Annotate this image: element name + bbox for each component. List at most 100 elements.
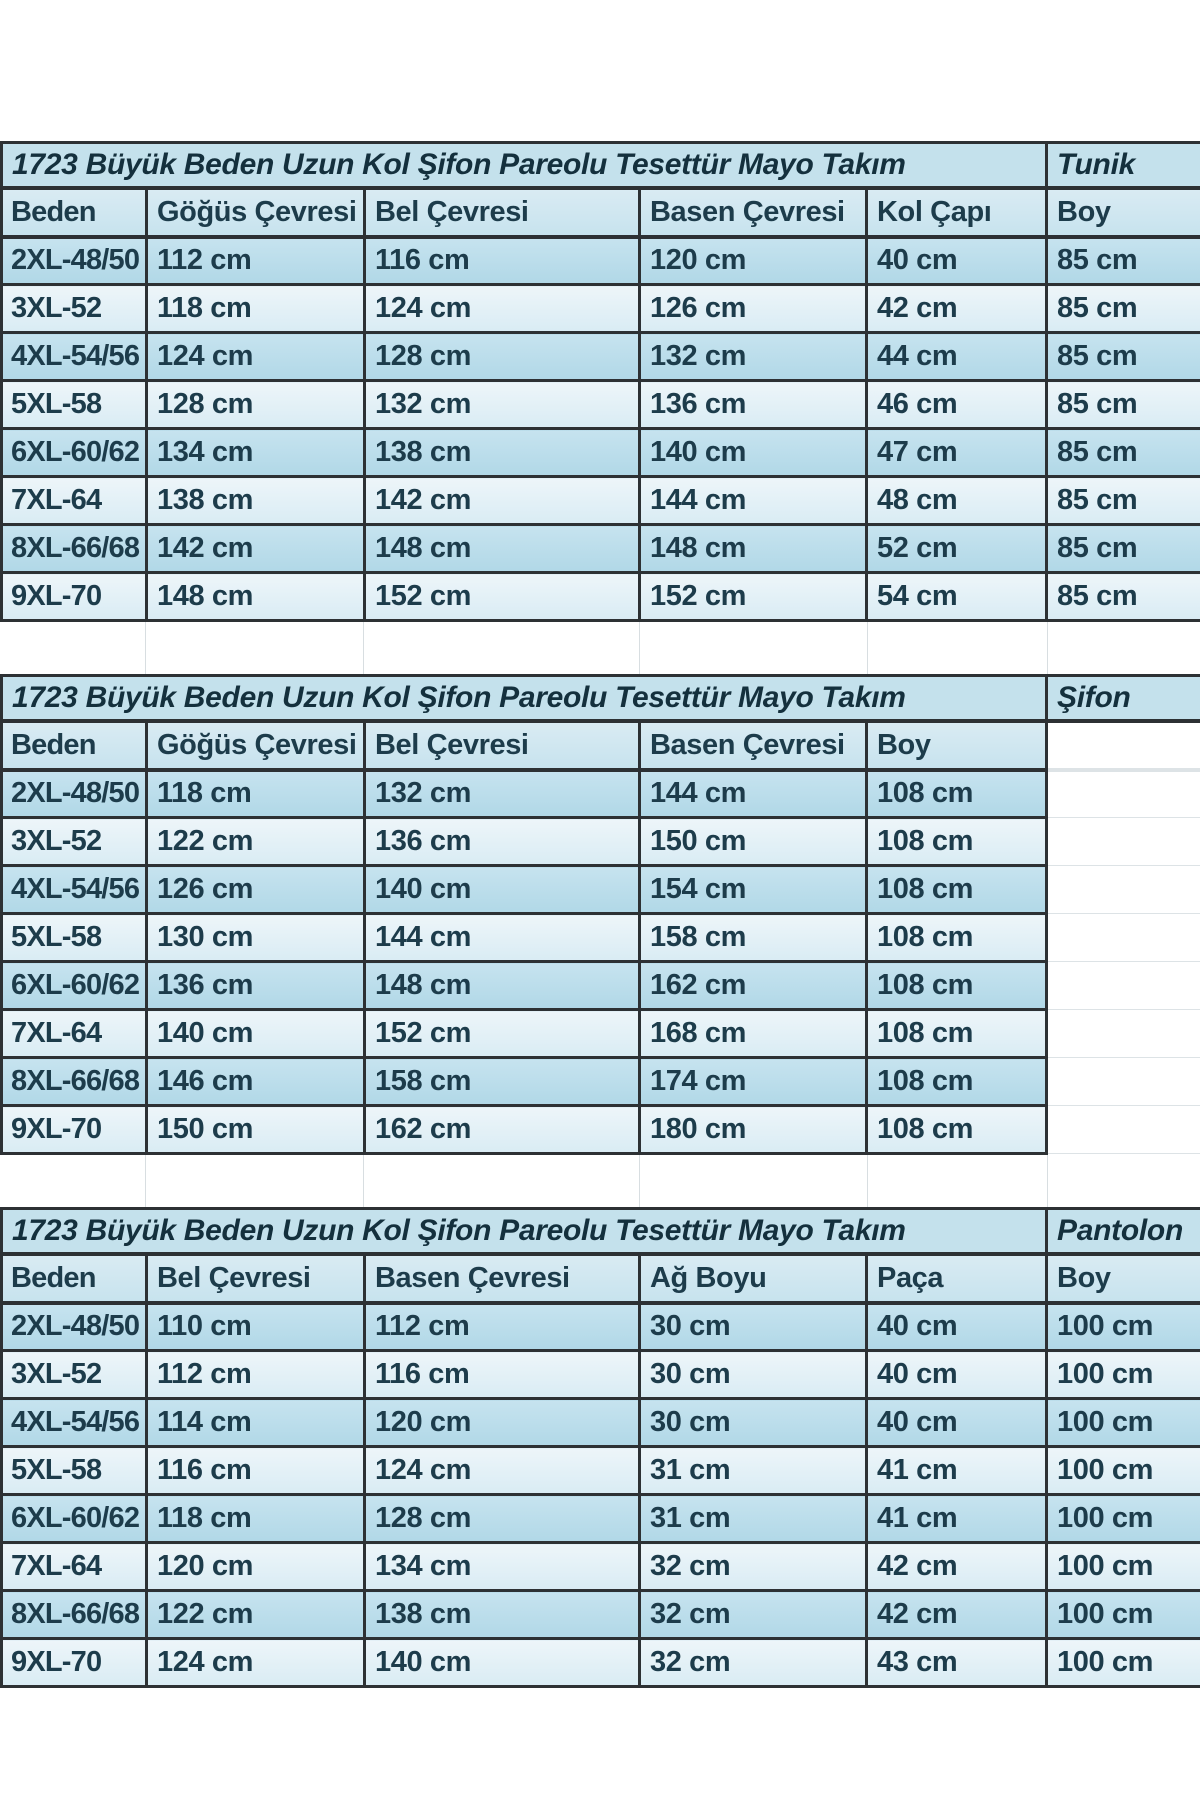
size-cell: 6XL-60/62: [0, 427, 148, 478]
empty-cell: [1045, 865, 1200, 914]
size-cell: 108 cm: [864, 1008, 1049, 1059]
table-row: 5XL-58 128 cm 132 cm 136 cm 46 cm 85 cm: [0, 379, 1200, 430]
table-header-row: Beden Göğüs Çevresi Bel Çevresi Basen Çe…: [0, 186, 1200, 239]
size-cell: 180 cm: [638, 1104, 868, 1155]
table-row: 2XL-48/50 118 cm 132 cm 144 cm 108 cm: [0, 768, 1200, 819]
size-cell: 118 cm: [145, 768, 366, 819]
column-header: Kol Çapı: [864, 186, 1049, 239]
size-cell: 124 cm: [363, 1445, 641, 1496]
piece-label-sifon: Şifon: [1045, 674, 1200, 723]
size-cell: 148 cm: [145, 571, 366, 622]
empty-cell: [1045, 1105, 1200, 1154]
empty-cell: [1045, 769, 1200, 818]
table-row: 9XL-70 150 cm 162 cm 180 cm 108 cm: [0, 1104, 1200, 1155]
size-cell: 42 cm: [864, 1589, 1049, 1640]
size-cell: 30 cm: [638, 1397, 868, 1448]
size-cell: 142 cm: [363, 475, 641, 526]
empty-cell: [1045, 1057, 1200, 1106]
table-title-row: 1723 Büyük Beden Uzun Kol Şifon Pareolu …: [0, 674, 1200, 723]
size-cell: 100 cm: [1045, 1445, 1200, 1496]
size-cell: 41 cm: [864, 1445, 1049, 1496]
size-cell: 120 cm: [145, 1541, 366, 1592]
table-row: 7XL-64 140 cm 152 cm 168 cm 108 cm: [0, 1008, 1200, 1059]
table-row: 2XL-48/50 110 cm 112 cm 30 cm 40 cm 100 …: [0, 1301, 1200, 1352]
size-table-pantolon: 1723 Büyük Beden Uzun Kol Şifon Pareolu …: [0, 1207, 1200, 1688]
size-cell: 2XL-48/50: [0, 768, 148, 819]
size-cell: 4XL-54/56: [0, 331, 148, 382]
spreadsheet-gap: [0, 622, 1200, 674]
table-row: 6XL-60/62 136 cm 148 cm 162 cm 108 cm: [0, 960, 1200, 1011]
size-cell: 162 cm: [638, 960, 868, 1011]
size-cell: 32 cm: [638, 1637, 868, 1688]
size-cell: 148 cm: [363, 523, 641, 574]
size-cell: 85 cm: [1045, 427, 1200, 478]
table-row: 6XL-60/62 118 cm 128 cm 31 cm 41 cm 100 …: [0, 1493, 1200, 1544]
size-cell: 158 cm: [363, 1056, 641, 1107]
size-cell: 140 cm: [145, 1008, 366, 1059]
size-cell: 124 cm: [363, 283, 641, 334]
size-cell: 140 cm: [363, 1637, 641, 1688]
table-title: 1723 Büyük Beden Uzun Kol Şifon Pareolu …: [0, 141, 1049, 190]
size-cell: 128 cm: [363, 1493, 641, 1544]
size-cell: 122 cm: [145, 816, 366, 867]
table-row: 7XL-64 138 cm 142 cm 144 cm 48 cm 85 cm: [0, 475, 1200, 526]
size-cell: 132 cm: [363, 379, 641, 430]
size-cell: 100 cm: [1045, 1541, 1200, 1592]
table-row: 8XL-66/68 142 cm 148 cm 148 cm 52 cm 85 …: [0, 523, 1200, 574]
column-header: Boy: [1045, 1252, 1200, 1305]
size-cell: 148 cm: [638, 523, 868, 574]
size-cell: 42 cm: [864, 283, 1049, 334]
column-header: Beden: [0, 719, 148, 772]
size-cell: 150 cm: [145, 1104, 366, 1155]
table-header-row: Beden Bel Çevresi Basen Çevresi Ağ Boyu …: [0, 1252, 1200, 1305]
size-cell: 85 cm: [1045, 475, 1200, 526]
size-cell: 8XL-66/68: [0, 1589, 148, 1640]
size-cell: 122 cm: [145, 1589, 366, 1640]
size-cell: 108 cm: [864, 768, 1049, 819]
size-cell: 9XL-70: [0, 1637, 148, 1688]
size-cell: 124 cm: [145, 331, 366, 382]
size-cell: 40 cm: [864, 1301, 1049, 1352]
size-cell: 152 cm: [363, 571, 641, 622]
size-cell: 3XL-52: [0, 1349, 148, 1400]
table-row: 3XL-52 122 cm 136 cm 150 cm 108 cm: [0, 816, 1200, 867]
size-cell: 5XL-58: [0, 1445, 148, 1496]
size-cell: 152 cm: [363, 1008, 641, 1059]
size-cell: 3XL-52: [0, 816, 148, 867]
size-cell: 108 cm: [864, 1104, 1049, 1155]
size-cell: 134 cm: [363, 1541, 641, 1592]
table-row: 8XL-66/68 122 cm 138 cm 32 cm 42 cm 100 …: [0, 1589, 1200, 1640]
size-cell: 100 cm: [1045, 1637, 1200, 1688]
size-cell: 5XL-58: [0, 912, 148, 963]
size-cell: 2XL-48/50: [0, 1301, 148, 1352]
size-cell: 112 cm: [145, 1349, 366, 1400]
size-cell: 42 cm: [864, 1541, 1049, 1592]
empty-cell: [1045, 720, 1200, 772]
table-row: 4XL-54/56 124 cm 128 cm 132 cm 44 cm 85 …: [0, 331, 1200, 382]
size-cell: 8XL-66/68: [0, 523, 148, 574]
size-cell: 168 cm: [638, 1008, 868, 1059]
column-header: Paça: [864, 1252, 1049, 1305]
table-row: 9XL-70 148 cm 152 cm 152 cm 54 cm 85 cm: [0, 571, 1200, 622]
size-cell: 41 cm: [864, 1493, 1049, 1544]
size-cell: 48 cm: [864, 475, 1049, 526]
column-header: Boy: [1045, 186, 1200, 239]
size-cell: 9XL-70: [0, 571, 148, 622]
table-header-row: Beden Göğüs Çevresi Bel Çevresi Basen Çe…: [0, 719, 1200, 772]
size-cell: 154 cm: [638, 864, 868, 915]
size-cell: 112 cm: [145, 235, 366, 286]
size-cell: 32 cm: [638, 1541, 868, 1592]
size-cell: 126 cm: [638, 283, 868, 334]
size-cell: 44 cm: [864, 331, 1049, 382]
size-cell: 47 cm: [864, 427, 1049, 478]
size-cell: 144 cm: [638, 768, 868, 819]
size-cell: 108 cm: [864, 912, 1049, 963]
size-cell: 46 cm: [864, 379, 1049, 430]
size-cell: 136 cm: [638, 379, 868, 430]
size-cell: 148 cm: [363, 960, 641, 1011]
size-cell: 132 cm: [638, 331, 868, 382]
size-cell: 150 cm: [638, 816, 868, 867]
table-row: 6XL-60/62 134 cm 138 cm 140 cm 47 cm 85 …: [0, 427, 1200, 478]
column-header: Basen Çevresi: [638, 719, 868, 772]
size-cell: 130 cm: [145, 912, 366, 963]
